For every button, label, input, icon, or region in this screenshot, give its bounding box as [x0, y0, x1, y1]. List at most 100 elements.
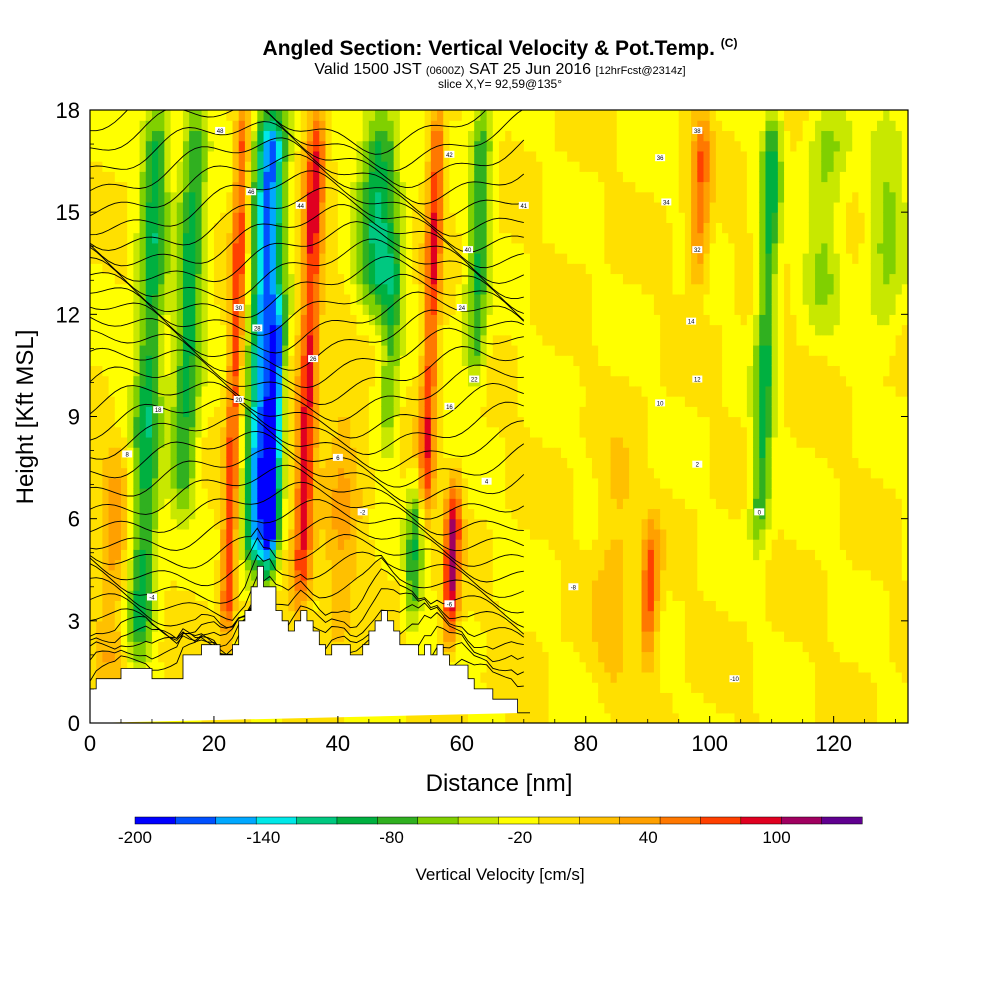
velocity-cell	[412, 201, 420, 213]
velocity-cell	[449, 590, 457, 601]
velocity-cell	[505, 488, 512, 499]
velocity-cell	[381, 355, 389, 367]
velocity-cell	[449, 385, 457, 397]
velocity-cell	[486, 314, 494, 326]
velocity-cell	[127, 549, 134, 561]
velocity-cell	[554, 375, 562, 387]
velocity-cell	[90, 140, 97, 152]
velocity-cell	[406, 263, 413, 275]
velocity-cell	[344, 150, 351, 162]
velocity-cell	[331, 120, 339, 132]
velocity-cell	[480, 110, 488, 121]
velocity-cell	[90, 447, 97, 458]
velocity-cell	[412, 171, 420, 183]
velocity-cell	[381, 508, 389, 520]
velocity-cell	[523, 569, 531, 581]
velocity-cell	[437, 263, 444, 275]
velocity-cell	[356, 436, 364, 448]
velocity-cell	[449, 130, 457, 142]
velocity-cell	[560, 201, 568, 213]
velocity-cell	[213, 436, 221, 448]
velocity-cell	[474, 120, 482, 132]
velocity-cell	[158, 130, 165, 142]
velocity-cell	[195, 304, 203, 315]
velocity-cell	[213, 385, 221, 397]
velocity-cell	[461, 528, 469, 540]
velocity-cell	[108, 488, 116, 499]
velocity-cell	[232, 508, 240, 520]
velocity-cell	[232, 253, 240, 264]
velocity-cell	[313, 191, 320, 203]
velocity-cell	[505, 671, 512, 683]
velocity-cell	[424, 559, 432, 571]
velocity-cell	[90, 549, 97, 561]
velocity-cell	[195, 457, 203, 469]
velocity-cell	[344, 600, 351, 612]
velocity-cell	[232, 263, 240, 275]
velocity-cell	[313, 140, 320, 152]
velocity-cell	[201, 283, 209, 295]
velocity-cell	[127, 201, 134, 213]
velocity-cell	[461, 651, 469, 663]
velocity-cell	[232, 416, 240, 428]
velocity-cell	[127, 191, 134, 203]
velocity-cell	[90, 426, 97, 438]
velocity-cell	[443, 457, 451, 469]
velocity-cell	[325, 355, 333, 367]
velocity-cell	[207, 590, 215, 601]
velocity-cell	[499, 201, 506, 213]
velocity-cell	[319, 263, 327, 275]
velocity-cell	[170, 110, 178, 121]
velocity-cell	[114, 457, 122, 469]
velocity-cell	[542, 304, 550, 315]
velocity-cell	[120, 416, 128, 428]
velocity-cell	[548, 671, 556, 683]
velocity-cell	[90, 631, 97, 642]
velocity-cell	[306, 518, 314, 530]
velocity-cell	[319, 212, 327, 223]
velocity-cell	[480, 416, 488, 428]
velocity-cell	[344, 498, 351, 510]
velocity-cell	[591, 702, 599, 714]
velocity-cell	[275, 436, 283, 448]
velocity-cell	[585, 263, 593, 275]
velocity-cell	[90, 600, 97, 612]
velocity-cell	[300, 467, 308, 479]
velocity-cell	[207, 232, 215, 244]
velocity-cell	[554, 498, 562, 510]
velocity-cell	[282, 426, 289, 438]
velocity-cell	[127, 600, 134, 612]
velocity-cell	[548, 191, 556, 203]
velocity-cell	[560, 631, 568, 642]
velocity-cell	[145, 436, 153, 448]
velocity-cell	[114, 426, 122, 438]
velocity-cell	[337, 457, 345, 469]
velocity-cell	[182, 140, 190, 152]
velocity-cell	[269, 498, 277, 510]
velocity-cell	[542, 620, 550, 632]
velocity-cell	[158, 436, 165, 448]
velocity-cell	[585, 641, 593, 653]
velocity-cell	[591, 631, 599, 642]
velocity-cell	[529, 436, 537, 448]
velocity-cell	[480, 682, 488, 693]
velocity-cell	[579, 334, 587, 346]
velocity-cell	[120, 344, 128, 356]
velocity-cell	[505, 426, 512, 438]
velocity-cell	[96, 130, 103, 142]
velocity-cell	[542, 508, 550, 520]
velocity-cell	[461, 191, 469, 203]
velocity-cell	[573, 682, 581, 693]
velocity-cell	[294, 334, 302, 346]
velocity-cell	[350, 528, 358, 540]
velocity-cell	[263, 559, 271, 571]
velocity-cell	[207, 212, 215, 223]
velocity-cell	[294, 344, 302, 356]
velocity-cell	[189, 610, 196, 622]
velocity-cell	[114, 539, 122, 550]
velocity-cell	[238, 590, 246, 601]
velocity-cell	[182, 385, 190, 397]
velocity-cell	[474, 365, 482, 377]
velocity-cell	[468, 171, 475, 183]
velocity-cell	[313, 263, 320, 275]
